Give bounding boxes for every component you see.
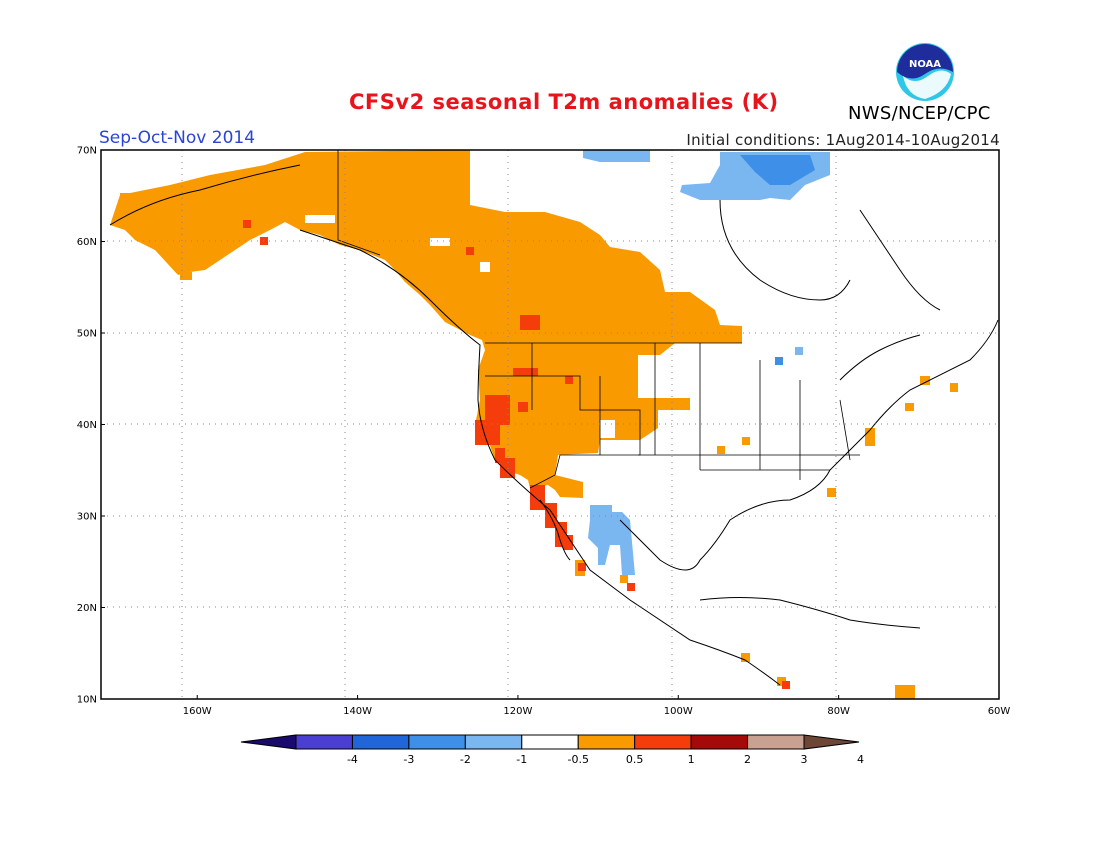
coastlines xyxy=(109,164,999,686)
warm-anomaly-region-northwest xyxy=(110,150,742,498)
season-label: Sep-Oct-Nov 2014 xyxy=(99,128,256,148)
colorbar-swatch xyxy=(634,734,692,750)
colorbar-swatch xyxy=(295,734,353,750)
agency-label: NWS/NCEP/CPC xyxy=(848,103,991,124)
lat-tick-label: 50N xyxy=(77,329,97,340)
lon-tick-label: 100W xyxy=(664,706,693,717)
colorbar-label: 3 xyxy=(801,753,808,766)
political-boundaries xyxy=(337,150,860,489)
logo-text: NOAA xyxy=(909,59,941,70)
colorbar-swatch xyxy=(464,734,523,750)
colorbar xyxy=(240,734,860,750)
colorbar-label: 1 xyxy=(688,753,695,766)
colorbar-label: -0.5 xyxy=(567,753,588,766)
initial-conditions-label: Initial conditions: 1Aug2014-10Aug2014 xyxy=(686,131,1000,149)
colorbar-swatch xyxy=(690,734,749,750)
lon-tick-label: 120W xyxy=(503,706,532,717)
colorbar-label: 0.5 xyxy=(626,753,644,766)
lon-tick-label: 80W xyxy=(827,706,850,717)
latitude-axis: 10N 20N 30N 40N 50N 60N 70N xyxy=(77,146,105,706)
colorbar-label: -1 xyxy=(516,753,527,766)
lat-tick-label: 40N xyxy=(77,420,97,431)
colorbar-label: -3 xyxy=(403,753,414,766)
cool-anomaly-regions xyxy=(583,150,830,575)
colorbar-max-arrow xyxy=(803,734,860,750)
lat-tick-label: 30N xyxy=(77,512,97,523)
colorbar-min-arrow xyxy=(240,734,297,750)
lon-tick-label: 140W xyxy=(343,706,372,717)
colorbar-swatch xyxy=(521,734,579,750)
chart-title: CFSv2 seasonal T2m anomalies (K) xyxy=(349,90,779,114)
colorbar-label: -4 xyxy=(347,753,358,766)
lon-tick-label: 160W xyxy=(183,706,212,717)
colorbar-label: 2 xyxy=(744,753,751,766)
anomaly-field xyxy=(110,150,958,699)
lat-tick-label: 20N xyxy=(77,603,97,614)
lon-tick-label: 60W xyxy=(988,706,1011,717)
colorbar-swatch xyxy=(747,734,805,750)
longitude-axis: 160W 140W 120W 100W 80W 60W xyxy=(183,695,1011,717)
colorbar-label: -2 xyxy=(460,753,471,766)
colorbar-swatch xyxy=(351,734,410,750)
colorbar-label: 4 xyxy=(857,753,864,766)
colorbar-labels: -4 -3 -2 -1 -0.5 0.5 1 2 3 4 xyxy=(347,753,864,766)
colorbar-swatch xyxy=(577,734,636,750)
lat-tick-label: 60N xyxy=(77,237,97,248)
colorbar-swatch xyxy=(408,734,466,750)
lat-tick-label: 10N xyxy=(77,695,97,706)
lat-tick-label: 70N xyxy=(77,146,97,157)
noaa-logo: NOAA xyxy=(896,43,954,101)
